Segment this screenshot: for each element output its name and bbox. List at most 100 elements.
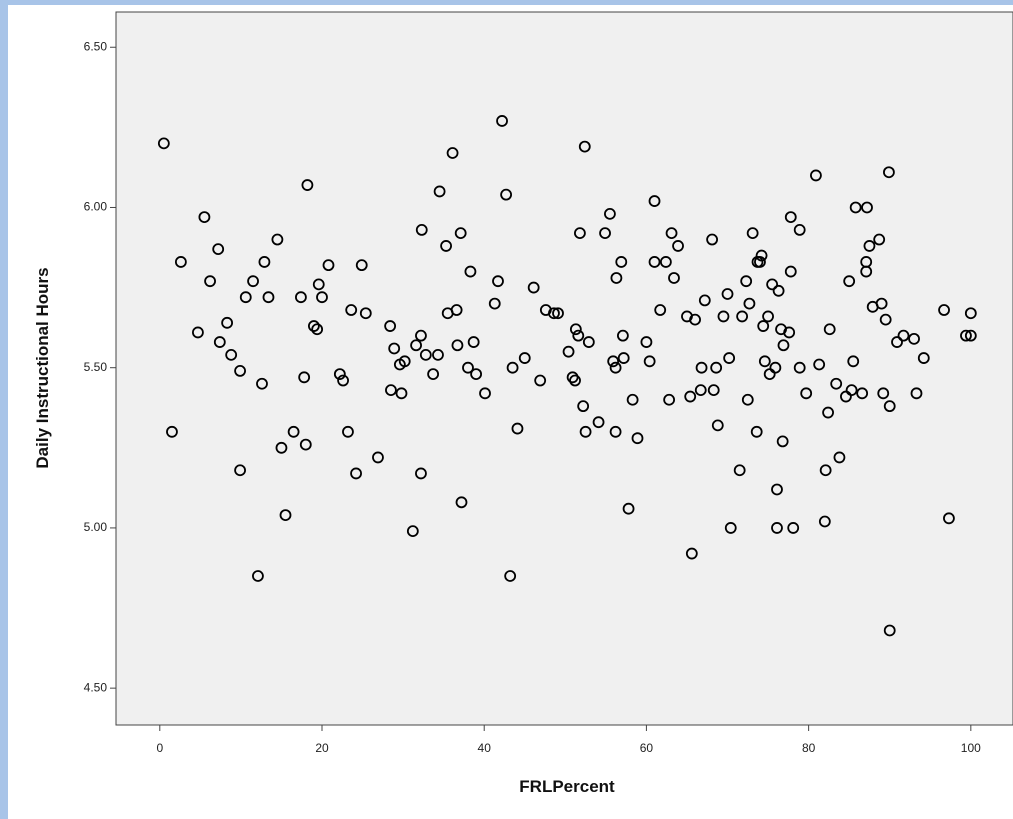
point (721, 288, 734, 300)
point (784, 265, 797, 278)
point (847, 355, 860, 368)
point (772, 284, 785, 297)
point (861, 201, 873, 214)
point (668, 272, 680, 284)
point (654, 304, 667, 316)
point (337, 374, 349, 387)
point (578, 140, 591, 153)
point (830, 377, 843, 390)
point (213, 336, 226, 348)
point (467, 336, 480, 348)
frame-left (0, 0, 8, 819)
point (234, 464, 246, 477)
point (754, 256, 766, 268)
point (569, 374, 581, 387)
point (225, 348, 238, 361)
x-tick-label: 80 (802, 741, 816, 755)
point (740, 275, 753, 288)
point (592, 416, 605, 429)
point (819, 464, 832, 477)
point (689, 313, 701, 326)
point (643, 355, 656, 368)
point (604, 207, 616, 220)
point (239, 291, 252, 304)
point (258, 256, 271, 268)
point (462, 361, 474, 374)
point (388, 342, 401, 355)
y-tick-label: 6.50 (84, 39, 108, 53)
point (415, 467, 427, 480)
point (395, 387, 408, 400)
point (777, 339, 790, 352)
point (762, 310, 774, 323)
point (247, 275, 259, 288)
point (287, 425, 300, 438)
point (787, 522, 800, 534)
point (345, 304, 358, 316)
y-tick-label: 5.00 (84, 520, 108, 534)
point (684, 390, 697, 403)
point (432, 348, 444, 361)
point (717, 310, 730, 323)
point (298, 371, 311, 384)
y-tick-label: 4.50 (84, 680, 108, 694)
point (157, 137, 170, 150)
point (695, 361, 708, 374)
point (783, 326, 796, 339)
point (875, 297, 888, 310)
point (879, 313, 892, 326)
point (271, 233, 284, 246)
point (492, 275, 504, 288)
point (813, 358, 826, 371)
point (964, 307, 977, 320)
point (897, 329, 910, 342)
point (574, 227, 586, 240)
point (698, 294, 711, 307)
point (648, 195, 661, 207)
point (663, 393, 676, 406)
point (622, 502, 635, 515)
point (275, 441, 288, 454)
x-tick-label: 20 (315, 741, 329, 755)
point (406, 525, 419, 538)
point (856, 387, 869, 400)
point (212, 243, 225, 256)
point (279, 509, 292, 522)
point (723, 352, 736, 364)
point (450, 304, 463, 316)
point (582, 336, 595, 348)
point (398, 355, 411, 368)
point (863, 240, 876, 252)
point (743, 297, 756, 310)
point (322, 259, 335, 272)
point (204, 275, 216, 288)
point (427, 368, 440, 381)
point (295, 291, 307, 304)
point (793, 361, 806, 374)
point (640, 336, 653, 348)
point (784, 211, 797, 223)
point (724, 522, 737, 534)
point (843, 275, 856, 288)
point (877, 387, 890, 400)
point (733, 464, 746, 477)
point (479, 387, 491, 400)
y-axis-title: Daily Instructional Hours (33, 267, 52, 468)
point (455, 496, 468, 509)
point (359, 307, 372, 320)
point (572, 329, 585, 342)
x-axis-title: FRLPercent (519, 777, 615, 796)
point (883, 166, 895, 179)
point (415, 329, 427, 342)
point (488, 297, 501, 310)
point (750, 425, 763, 438)
point (372, 451, 384, 464)
point (440, 240, 452, 252)
point (833, 451, 846, 464)
point (506, 361, 519, 374)
point (610, 272, 623, 284)
point (577, 400, 590, 413)
point (771, 483, 783, 496)
